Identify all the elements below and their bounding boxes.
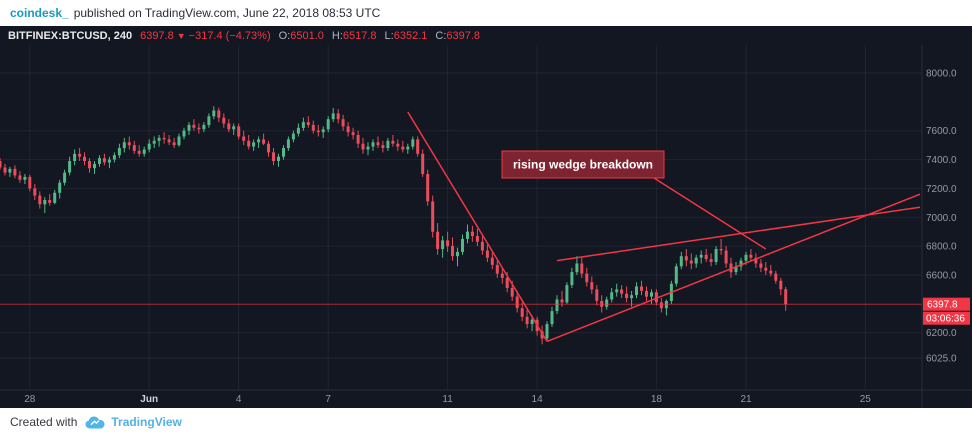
time-axis[interactable]: 28 Jun 4 7 11 14 18 21 25 <box>24 394 871 405</box>
svg-text:28: 28 <box>24 394 36 405</box>
price-down-icon: ▼ <box>176 30 186 41</box>
svg-text:7000.0: 7000.0 <box>926 213 957 224</box>
symbol-legend-bar: BITFINEX:BTCUSD, 240 6397.8 ▼ −317.4 (−4… <box>0 26 972 45</box>
ohlc-high: H:6517.8 <box>331 29 377 42</box>
countdown-badge <box>923 311 970 325</box>
created-with-label: Created with <box>10 415 78 429</box>
ohlc-close: C:6397.8 <box>435 29 481 42</box>
rising-wedge-drawing[interactable] <box>407 111 921 343</box>
svg-text:7600.0: 7600.0 <box>926 126 957 137</box>
callout-text: rising wedge breakdown <box>513 158 653 172</box>
svg-text:14: 14 <box>532 394 544 405</box>
tradingview-logo-icon[interactable] <box>85 416 105 429</box>
price-chart[interactable]: rising wedge breakdown 8000.0 7600.0 7400.0… <box>0 45 972 408</box>
author-name[interactable]: coindesk_ <box>10 6 69 20</box>
chart-background <box>0 45 972 408</box>
svg-text:6600.0: 6600.0 <box>926 271 957 282</box>
svg-text:25: 25 <box>860 394 872 405</box>
wedge-support <box>546 193 921 343</box>
svg-text:7: 7 <box>325 394 331 405</box>
svg-text:4: 4 <box>236 394 242 405</box>
ohlc-open: O:6501.0 <box>278 29 324 42</box>
svg-text:11: 11 <box>442 394 453 405</box>
falling-line <box>407 111 548 342</box>
svg-text:21: 21 <box>740 394 752 405</box>
callout-pointer-line <box>653 177 767 250</box>
svg-text:6397.8: 6397.8 <box>927 300 958 311</box>
svg-text:Jun: Jun <box>140 394 158 405</box>
price-axis[interactable]: 8000.0 7600.0 7400.0 7200.0 7000.0 6800.0 6600… <box>923 69 970 365</box>
svg-text:8000.0: 8000.0 <box>926 69 957 80</box>
symbol-title[interactable]: BITFINEX:BTCUSD, 240 <box>8 29 133 42</box>
svg-text:6025.0: 6025.0 <box>926 354 957 365</box>
tradingview-brand[interactable]: TradingView <box>111 415 182 429</box>
annotation-callout[interactable]: rising wedge breakdown <box>501 150 767 250</box>
svg-text:03:06:36: 03:06:36 <box>926 314 965 325</box>
last-price-badge <box>923 297 970 311</box>
ohlc-low: L:6352.1 <box>384 29 428 42</box>
price-change: −317.4 (−4.73%) <box>188 29 271 42</box>
svg-text:6800.0: 6800.0 <box>926 242 957 253</box>
wedge-resistance <box>556 206 921 262</box>
last-price: 6397.8 <box>140 29 174 42</box>
svg-text:7400.0: 7400.0 <box>926 155 957 166</box>
attribution-footer: Created with TradingView <box>0 408 972 436</box>
svg-text:7200.0: 7200.0 <box>926 184 957 195</box>
publish-info: published on TradingView.com, June 22, 2… <box>73 6 381 20</box>
publish-header: coindesk_ published on TradingView.com, … <box>0 0 972 26</box>
callout-box <box>501 150 665 179</box>
svg-text:18: 18 <box>651 394 663 405</box>
candlestick-series[interactable] <box>0 106 788 345</box>
svg-text:6200.0: 6200.0 <box>926 328 957 339</box>
